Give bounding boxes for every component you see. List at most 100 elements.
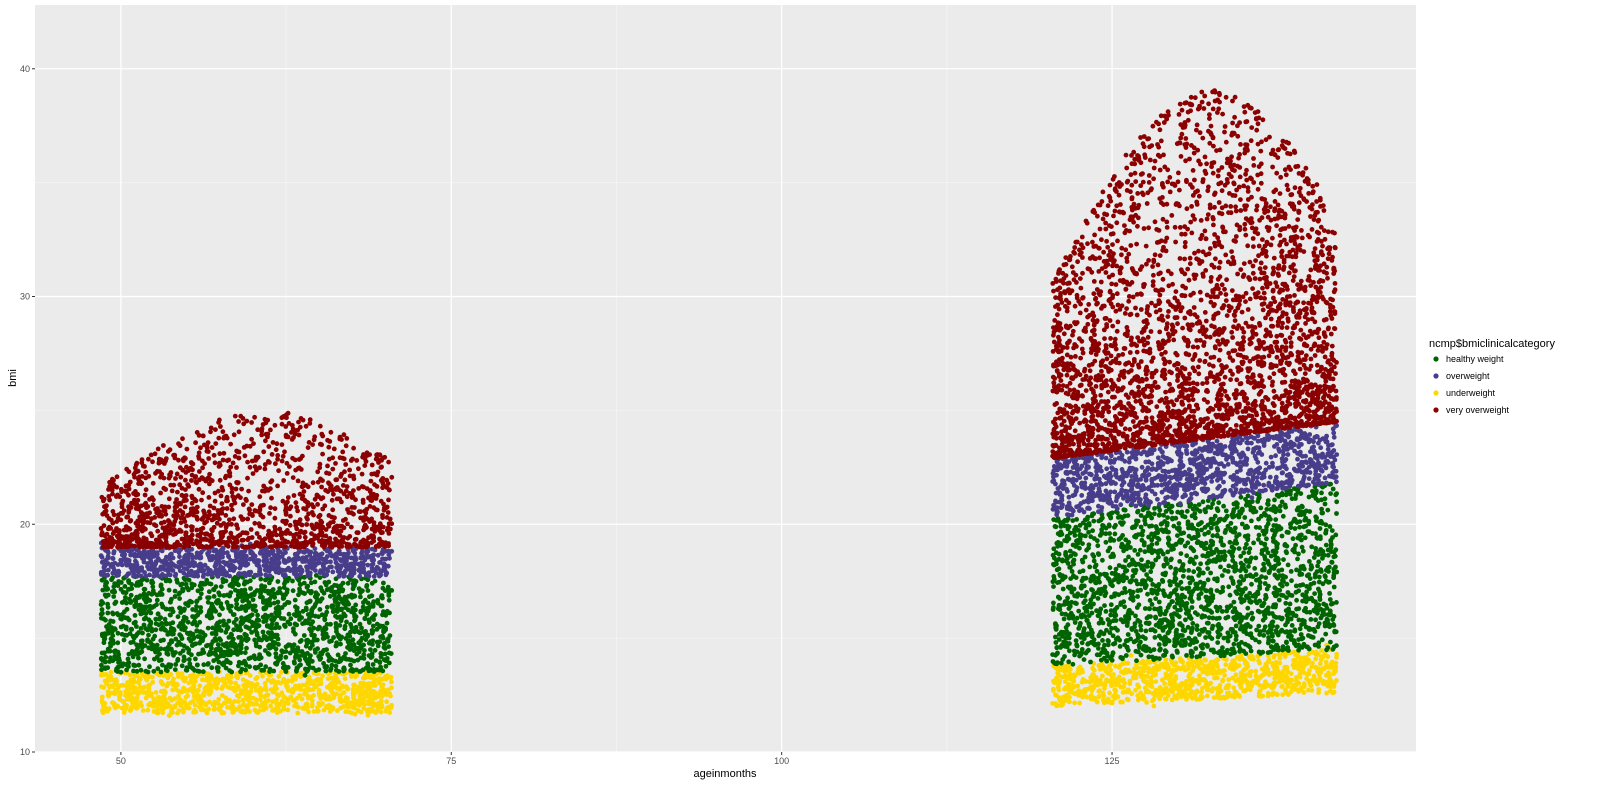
data-point: [1096, 681, 1102, 687]
data-point: [236, 692, 242, 698]
data-point: [229, 669, 235, 675]
data-point: [300, 705, 305, 711]
data-point: [1105, 548, 1111, 554]
data-point: [243, 686, 249, 692]
data-point: [136, 579, 142, 585]
data-point: [356, 684, 361, 690]
data-point: [1261, 633, 1267, 638]
data-point: [317, 607, 323, 612]
data-point: [106, 622, 112, 627]
data-point: [379, 683, 384, 689]
data-point: [370, 623, 376, 629]
data-point: [1313, 656, 1319, 662]
data-point: [1215, 691, 1221, 696]
data-point: [1172, 676, 1178, 682]
data-point: [374, 708, 380, 714]
data-point: [358, 594, 363, 600]
data-point: [308, 653, 313, 658]
data-point: [315, 596, 320, 602]
data-point: [1190, 625, 1195, 631]
data-point: [1208, 680, 1213, 686]
data-point: [1182, 694, 1188, 699]
data-point: [1293, 613, 1299, 619]
data-point: [217, 612, 222, 618]
data-point: [1127, 681, 1133, 687]
data-point: [109, 577, 114, 583]
data-point: [1143, 628, 1149, 634]
data-point: [1217, 605, 1223, 610]
data-point: [1297, 626, 1303, 632]
data-point: [117, 694, 122, 699]
data-point: [1177, 559, 1183, 564]
data-point: [1088, 627, 1094, 633]
data-point: [1096, 633, 1102, 639]
data-point: [1203, 666, 1209, 672]
data-point: [154, 597, 160, 603]
data-point: [194, 599, 199, 605]
data-point: [265, 698, 271, 703]
data-point: [166, 587, 172, 593]
data-point: [111, 682, 116, 688]
data-point: [168, 612, 173, 618]
data-point: [1174, 686, 1180, 692]
data-point: [1311, 580, 1317, 586]
data-point: [1069, 569, 1075, 574]
data-point: [1200, 645, 1205, 651]
data-point: [101, 616, 107, 622]
data-point: [100, 611, 105, 616]
data-point: [322, 664, 328, 670]
data-point: [1067, 648, 1072, 654]
data-point: [1247, 655, 1253, 661]
data-point: [267, 580, 272, 586]
data-point: [383, 708, 389, 714]
data-point: [118, 586, 124, 592]
data-point: [1222, 673, 1227, 678]
data-point: [108, 669, 114, 675]
data-point: [1277, 587, 1283, 593]
data-point: [1256, 532, 1262, 538]
data-point: [336, 593, 342, 599]
data-point: [1311, 673, 1317, 679]
data-point: [1177, 666, 1183, 671]
data-point: [283, 669, 289, 674]
data-point: [176, 708, 182, 714]
data-point: [138, 608, 143, 613]
data-point: [207, 607, 213, 613]
data-point: [115, 649, 121, 655]
data-point: [1132, 534, 1137, 539]
data-point: [205, 642, 211, 648]
data-point: [1307, 559, 1312, 564]
data-point: [206, 589, 212, 595]
data-point: [1112, 641, 1118, 646]
data-point: [206, 691, 212, 697]
data-point: [1100, 666, 1105, 671]
data-point: [1306, 687, 1311, 693]
data-point: [246, 691, 252, 697]
data-point: [99, 599, 104, 604]
data-point: [383, 612, 389, 618]
data-point: [1053, 524, 1059, 530]
data-point: [175, 658, 181, 663]
data-point: [357, 697, 362, 703]
data-point: [1247, 644, 1253, 650]
data-point: [349, 625, 355, 630]
data-point: [184, 703, 190, 708]
data-point: [1306, 671, 1312, 677]
data-point: [1127, 579, 1133, 584]
data-point: [1268, 644, 1274, 650]
data-point: [189, 685, 195, 691]
data-point: [220, 606, 225, 612]
data-point: [1293, 542, 1298, 548]
data-point: [355, 657, 361, 663]
data-point: [1264, 536, 1269, 542]
data-point: [1181, 568, 1187, 573]
data-point: [1281, 668, 1286, 674]
data-point: [1138, 587, 1143, 593]
data-point: [102, 678, 108, 684]
data-point: [191, 676, 196, 682]
data-point: [189, 585, 195, 591]
data-point: [102, 636, 108, 641]
data-point: [1054, 703, 1060, 709]
data-point: [1151, 534, 1157, 539]
data-point: [362, 615, 368, 621]
